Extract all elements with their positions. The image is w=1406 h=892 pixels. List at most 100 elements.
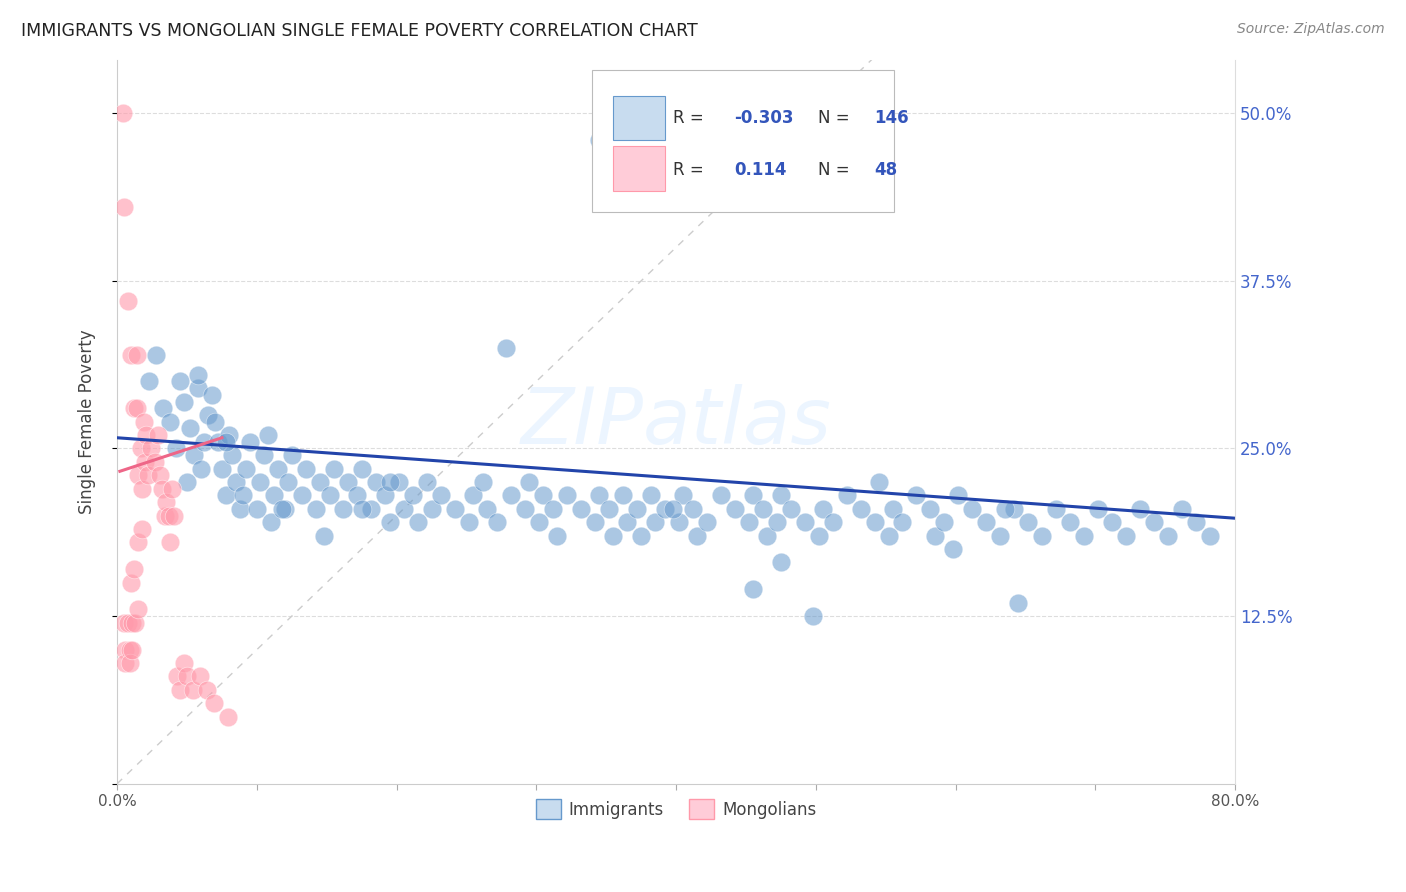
Point [863,515,886,529]
Point [229,501,252,516]
Point [378,515,401,529]
FancyBboxPatch shape [613,146,665,191]
Point [235,461,257,475]
Point [402,488,425,502]
Point [153,508,176,523]
Point [332,501,354,516]
Point [420,501,443,516]
Point [374,488,396,502]
Point [117,293,139,308]
Point [1101,515,1123,529]
Text: N =: N = [818,109,855,127]
Point [948,488,970,502]
Legend: Immigrants, Mongolians: Immigrants, Mongolians [529,792,824,826]
Point [187,368,209,382]
Point [150,482,173,496]
Point [221,448,243,462]
Point [149,468,172,483]
Point [253,448,276,462]
Point [905,488,928,502]
Point [173,394,195,409]
Point [546,529,568,543]
Point [120,575,142,590]
Point [232,488,254,502]
Point [541,501,564,516]
Point [1017,515,1039,529]
Point [495,341,517,355]
Point [588,488,610,502]
Point [274,501,297,516]
Point [207,434,229,449]
Point [173,656,195,670]
Point [976,515,998,529]
Point [122,562,145,576]
Point [166,669,188,683]
Point [112,200,135,214]
Point [132,415,155,429]
Point [121,642,143,657]
Point [640,488,662,502]
Point [290,488,312,502]
Text: N =: N = [818,161,855,178]
Point [811,501,834,516]
Point [263,488,285,502]
Point [1073,529,1095,543]
Point [1171,501,1194,516]
Point [877,529,900,543]
Text: ZIPatlas: ZIPatlas [520,384,831,459]
Point [993,501,1015,516]
Point [765,515,787,529]
Point [165,442,187,456]
Point [124,615,146,630]
Point [118,656,141,670]
Point [294,461,316,475]
Point [271,501,294,516]
Point [1129,501,1152,516]
Point [318,488,340,502]
Point [934,515,956,529]
Point [1199,529,1222,543]
Point [672,488,695,502]
Point [598,501,620,516]
Point [139,442,162,456]
Point [312,529,335,543]
Point [159,535,181,549]
Point [612,488,634,502]
Point [644,515,666,529]
Text: 146: 146 [875,109,908,127]
Point [157,508,180,523]
Point [249,475,271,489]
Point [738,515,761,529]
Point [458,515,481,529]
Point [555,488,578,502]
Point [527,515,550,529]
Point [988,529,1011,543]
Point [962,501,984,516]
Point [239,434,262,449]
Point [891,515,914,529]
Point [882,501,904,516]
Point [304,501,326,516]
Point [515,501,537,516]
Point [696,515,718,529]
Point [257,428,280,442]
Point [122,401,145,416]
Point [686,529,709,543]
Point [135,428,157,442]
Point [215,488,238,502]
Point [281,448,304,462]
Point [155,495,177,509]
Point [193,434,215,449]
Point [602,529,624,543]
Point [626,501,648,516]
Text: R =: R = [672,161,709,178]
Point [416,475,439,489]
Point [204,415,226,429]
Point [793,515,815,529]
Point [654,501,676,516]
Point [346,488,368,502]
Point [710,488,733,502]
Text: IMMIGRANTS VS MONGOLIAN SINGLE FEMALE POVERTY CORRELATION CHART: IMMIGRANTS VS MONGOLIAN SINGLE FEMALE PO… [21,22,697,40]
Point [616,515,638,529]
Point [630,529,652,543]
